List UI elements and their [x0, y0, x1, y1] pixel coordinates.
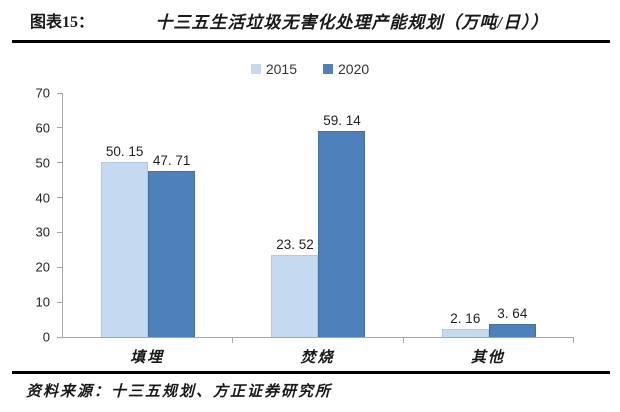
figure-title: 十三五生活垃圾无害化处理产能规划（万吨/日））	[155, 12, 549, 32]
bar-2015-其他: 2. 16	[441, 311, 489, 337]
category-label-焚烧: 焚烧	[300, 350, 335, 366]
x-tick-mark	[232, 338, 234, 343]
bar-group-焚烧: 23. 52 59. 14	[233, 93, 403, 337]
y-tick-label: 50	[35, 155, 50, 171]
y-tick-mark	[57, 266, 62, 268]
legend-item-2020: 2020	[323, 61, 369, 77]
x-category-labels: 填埋 焚烧 其他	[62, 346, 573, 367]
figure-header: 图表15： 十三五生活垃圾无害化处理产能规划（万吨/日））	[12, 0, 610, 43]
bar-2015-焚烧: 23. 52	[271, 237, 319, 337]
y-tick-mark	[57, 336, 62, 338]
bar-value-label: 50. 15	[105, 144, 144, 160]
y-tick-label: 30	[35, 224, 50, 240]
legend-swatch-2015	[250, 64, 261, 74]
bar-value-label: 23. 52	[276, 237, 314, 253]
y-tick-label: 10	[35, 294, 50, 310]
legend: 2015 2020	[0, 61, 620, 77]
plot-area: 50. 15 47. 71 23. 52 59. 14 2. 16 3. 64	[57, 92, 574, 343]
category-label-填埋: 填埋	[130, 350, 165, 366]
bar-2020-其他: 3. 64	[488, 306, 536, 337]
y-tick-mark	[57, 92, 62, 94]
y-axis-labels: 0 10 20 30 40 50 60 70	[0, 87, 54, 344]
bar-group-其他: 2. 16 3. 64	[404, 93, 574, 337]
source-note: 资料来源：十三五规划、方正证券研究所	[26, 384, 333, 400]
y-tick-label: 40	[35, 190, 50, 206]
bar-value-label: 59. 14	[323, 112, 361, 128]
y-tick-mark	[57, 127, 62, 129]
y-tick-label: 60	[35, 120, 50, 136]
figure-footer: 资料来源：十三五规划、方正证券研究所	[12, 371, 610, 401]
category-label-其他: 其他	[470, 350, 505, 366]
y-tick-mark	[57, 231, 62, 233]
y-tick-label: 20	[35, 259, 50, 275]
y-tick-mark	[57, 197, 62, 199]
x-tick-mark	[573, 338, 574, 343]
figure-number-label: 图表15：	[30, 14, 95, 31]
legend-item-2015: 2015	[250, 61, 297, 77]
bar-2015-填埋: 50. 15	[101, 144, 149, 337]
bar-2020-填埋: 47. 71	[148, 153, 196, 337]
bar-value-label: 3. 64	[497, 306, 528, 322]
y-tick-label: 70	[35, 85, 50, 101]
x-tick-mark	[402, 338, 404, 343]
legend-label-2020: 2020	[338, 61, 370, 77]
bar-value-label: 47. 71	[152, 152, 191, 168]
bar-2020-焚烧: 59. 14	[318, 113, 366, 337]
y-tick-mark	[57, 301, 62, 303]
y-tick-mark	[57, 162, 62, 164]
bar-value-label: 2. 16	[450, 311, 481, 327]
bar-group-填埋: 50. 15 47. 71	[63, 93, 233, 337]
y-tick-label: 0	[42, 329, 50, 345]
legend-label-2015: 2015	[265, 61, 297, 77]
legend-swatch-2020	[323, 64, 333, 74]
